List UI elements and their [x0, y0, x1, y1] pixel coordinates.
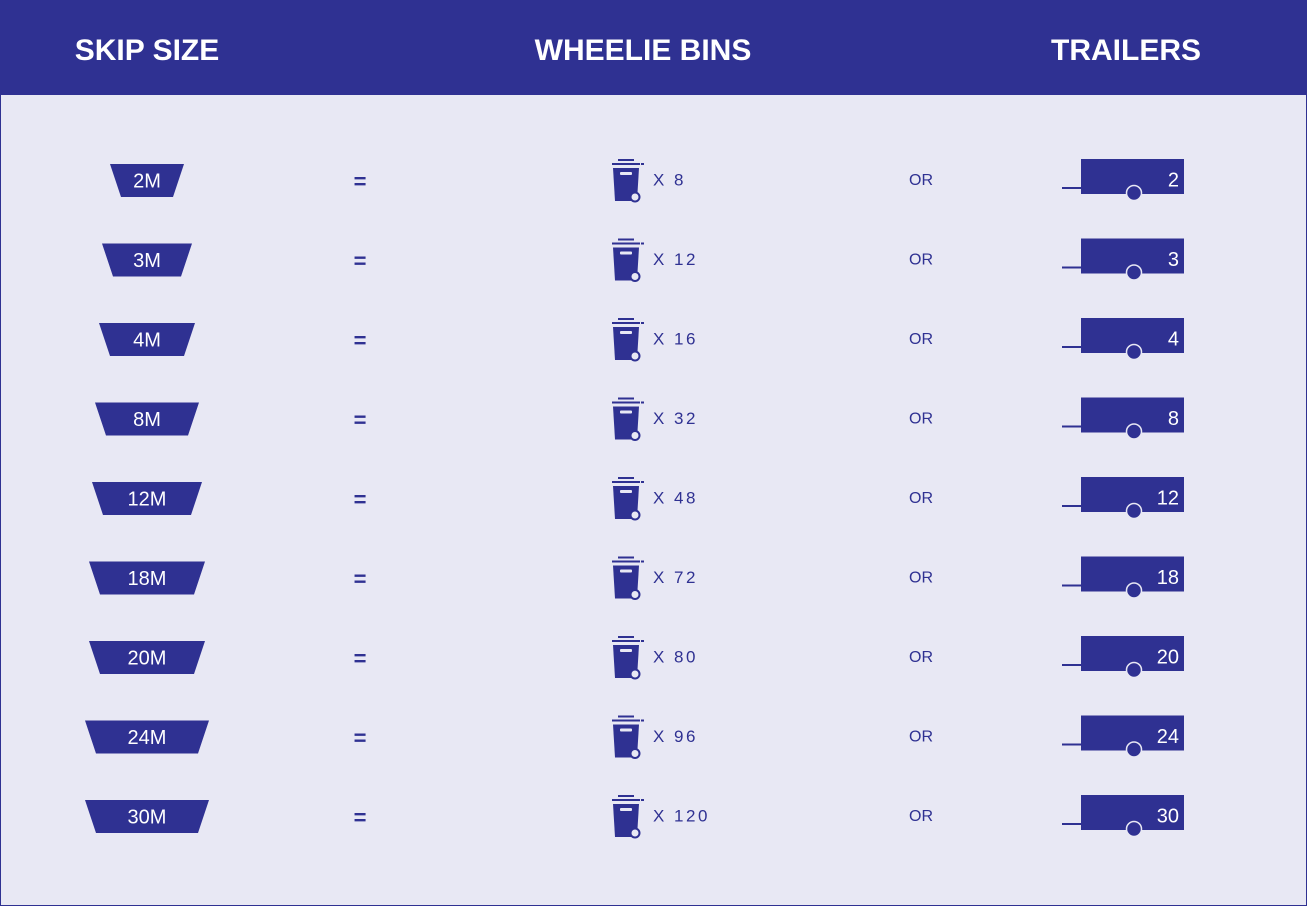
- trailer-wheel: [1125, 184, 1143, 202]
- bin-lid: [612, 238, 644, 245]
- trailer-count: 30: [1157, 805, 1179, 827]
- bins-count: X 120: [653, 806, 710, 825]
- bin-wheel: [629, 748, 641, 759]
- bin-lid: [612, 636, 644, 642]
- skip-label: 3M: [133, 250, 161, 272]
- bin-wheel: [629, 271, 641, 282]
- or: OR: [909, 808, 933, 825]
- bin-lid: [612, 318, 644, 324]
- skip-shape: [95, 402, 199, 436]
- trailer-wheel: [1125, 264, 1143, 281]
- bins-count: X 16: [653, 329, 698, 348]
- header-bins: WHEELIE BINS: [535, 34, 752, 67]
- trailer-wheel: [1125, 820, 1143, 838]
- or: OR: [909, 411, 933, 428]
- bin-handle: [620, 569, 632, 573]
- bin-handle: [620, 331, 632, 334]
- trailer-wheel: [1125, 423, 1143, 440]
- bin-wheel: [629, 827, 641, 839]
- bin-wheel: [629, 191, 641, 203]
- or: OR: [909, 490, 933, 507]
- bins-count: X 8: [653, 170, 686, 189]
- bin-handle: [620, 172, 632, 175]
- equals: =: [354, 566, 367, 591]
- skip-shape: [85, 720, 209, 754]
- bin-lid: [612, 397, 644, 404]
- bins-count: X 72: [653, 568, 698, 587]
- trailer-count: 20: [1157, 646, 1179, 668]
- bin-wheel: [629, 430, 641, 441]
- skip-label: 24M: [128, 727, 167, 749]
- skip-label: 4M: [133, 329, 161, 351]
- trailer-wheel: [1125, 661, 1143, 679]
- header-skip: SKIP SIZE: [75, 34, 220, 67]
- bins-count: X 96: [653, 727, 698, 746]
- header-band: [0, 0, 1307, 95]
- header-trailers: TRAILERS: [1051, 34, 1201, 67]
- bin-handle: [620, 251, 632, 255]
- trailer-count: 4: [1168, 328, 1179, 350]
- bin-lid: [612, 715, 644, 722]
- or: OR: [909, 570, 933, 587]
- bin-wheel: [629, 589, 641, 600]
- equals: =: [354, 487, 367, 512]
- equals: =: [354, 169, 367, 194]
- skip-shape: [110, 164, 184, 197]
- skip-shape: [89, 641, 205, 674]
- bins-count: X 12: [653, 250, 698, 269]
- or: OR: [909, 172, 933, 189]
- bins-count: X 48: [653, 488, 698, 507]
- skip-label: 12M: [128, 488, 167, 510]
- bin-handle: [620, 410, 632, 414]
- bin-lid: [612, 477, 644, 483]
- skip-shape: [89, 561, 205, 595]
- trailer-count: 3: [1168, 249, 1179, 271]
- equals: =: [354, 725, 367, 750]
- skip-shape: [85, 800, 209, 833]
- skip-label: 8M: [133, 409, 161, 431]
- or: OR: [909, 331, 933, 348]
- trailer-wheel: [1125, 741, 1143, 758]
- equals: =: [354, 805, 367, 830]
- bin-wheel: [629, 350, 641, 362]
- bin-handle: [620, 490, 632, 493]
- bin-wheel: [629, 509, 641, 521]
- bin-wheel: [629, 668, 641, 680]
- bins-count: X 32: [653, 409, 698, 428]
- trailer-count: 2: [1168, 169, 1179, 191]
- bin-handle: [620, 808, 632, 811]
- or: OR: [909, 649, 933, 666]
- skip-label: 20M: [128, 647, 167, 669]
- bin-handle: [620, 728, 632, 732]
- bin-lid: [612, 556, 644, 563]
- trailer-count: 8: [1168, 408, 1179, 430]
- skip-label: 30M: [128, 806, 167, 828]
- skip-label: 2M: [133, 170, 161, 192]
- skip-label: 18M: [128, 568, 167, 590]
- bin-handle: [620, 649, 632, 652]
- trailer-wheel: [1125, 582, 1143, 599]
- equals: =: [354, 328, 367, 353]
- trailer-wheel: [1125, 343, 1143, 361]
- trailer-wheel: [1125, 502, 1143, 520]
- trailer-count: 24: [1157, 726, 1179, 748]
- bins-count: X 80: [653, 647, 698, 666]
- trailer-count: 18: [1157, 567, 1179, 589]
- skip-shape: [99, 323, 195, 356]
- bin-lid: [612, 795, 644, 801]
- or: OR: [909, 729, 933, 746]
- or: OR: [909, 252, 933, 269]
- equals: =: [354, 407, 367, 432]
- trailer-count: 12: [1157, 487, 1179, 509]
- equals: =: [354, 646, 367, 671]
- skip-shape: [92, 482, 202, 515]
- skip-shape: [102, 243, 192, 277]
- bin-lid: [612, 159, 644, 165]
- equals: =: [354, 248, 367, 273]
